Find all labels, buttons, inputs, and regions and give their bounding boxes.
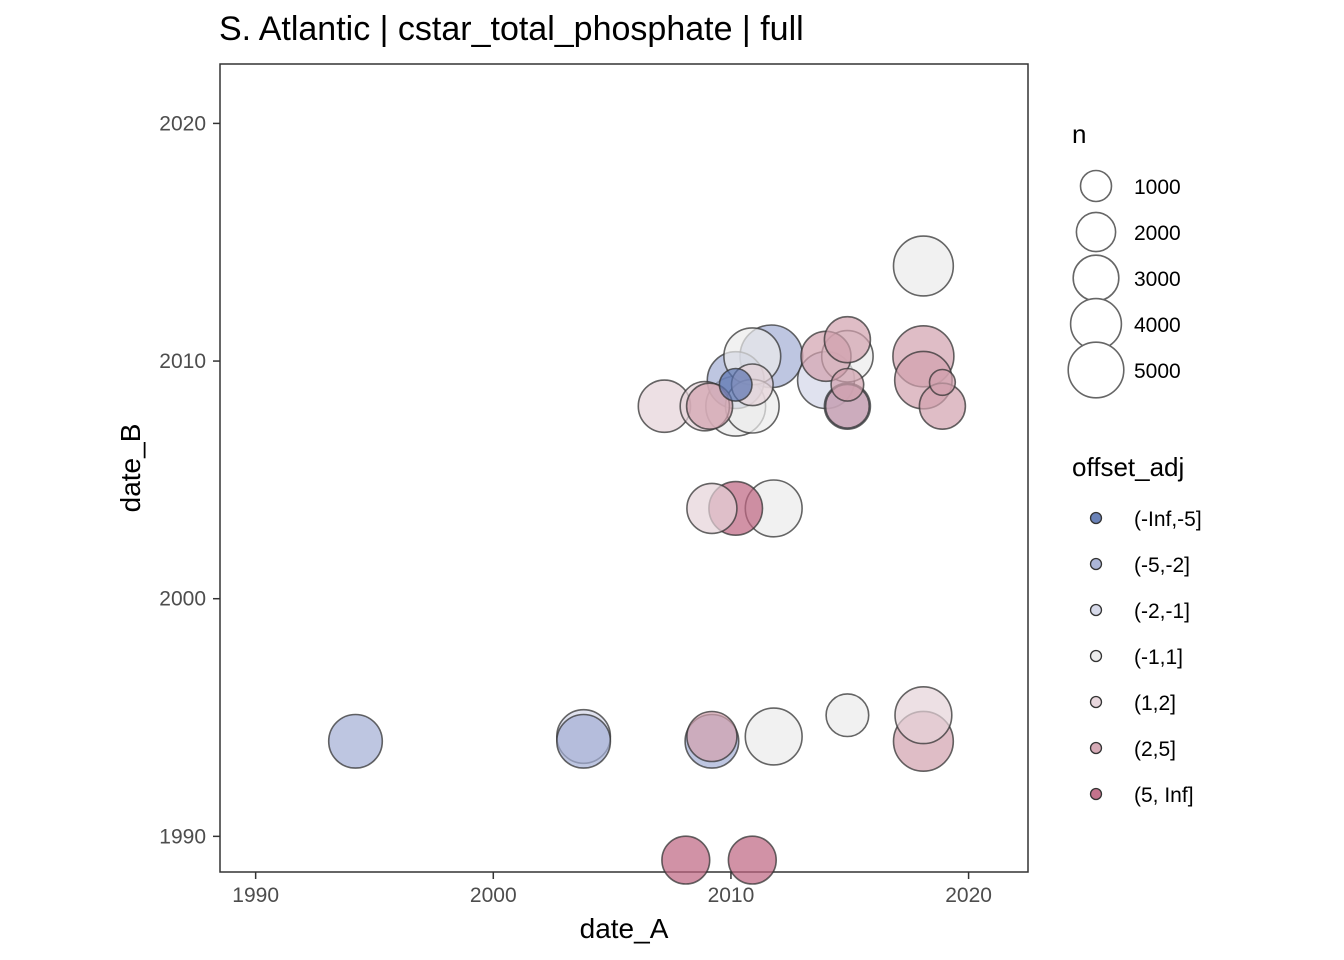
data-point xyxy=(686,482,738,535)
x-tick-label: 2000 xyxy=(470,884,517,907)
y-tick-label: 2000 xyxy=(159,588,206,611)
y-axis-title: date_B xyxy=(115,424,146,513)
y-tick-label: 2010 xyxy=(159,350,206,373)
color-legend-key xyxy=(1089,511,1103,525)
data-point xyxy=(555,713,612,769)
color-legend-title: offset_adj xyxy=(1072,452,1184,482)
data-point xyxy=(744,707,803,766)
data-point xyxy=(718,367,753,402)
color-legend-label: (-5,-2] xyxy=(1134,554,1190,577)
chart-title: S. Atlantic | cstar_total_phosphate | fu… xyxy=(219,10,804,48)
data-point xyxy=(928,368,957,397)
color-legend-label: (1,2] xyxy=(1134,692,1176,715)
x-tick-label: 2010 xyxy=(708,884,755,907)
color-legend-key xyxy=(1089,557,1103,571)
x-tick-label: 2020 xyxy=(945,884,992,907)
size-legend-key xyxy=(1079,169,1113,203)
color-legend-label: (-Inf,-5] xyxy=(1134,508,1202,531)
data-point xyxy=(892,235,955,297)
size-legend-label: 5000 xyxy=(1134,360,1181,383)
data-point xyxy=(686,710,738,763)
y-tick-label: 1990 xyxy=(159,825,206,848)
color-legend: offset_adj (-Inf,-5] (-5,-2] (-2,-1] (-1,1]… xyxy=(1072,452,1202,807)
color-legend-label: (-1,1] xyxy=(1134,646,1183,669)
color-legend-key xyxy=(1089,649,1103,663)
size-legend-label: 2000 xyxy=(1134,222,1181,245)
size-legend: n 1000 2000 3000 4000 5000 xyxy=(1067,119,1181,399)
data-point xyxy=(327,713,384,769)
data-point xyxy=(661,835,711,885)
data-point xyxy=(685,382,734,431)
x-axis-title: date_A xyxy=(580,913,669,944)
data-points xyxy=(327,235,967,885)
color-legend-key xyxy=(1089,695,1103,709)
x-axis: 1990 2000 2010 2020 xyxy=(232,872,992,907)
color-legend-key xyxy=(1089,741,1103,755)
color-legend-label: (-2,-1] xyxy=(1134,600,1190,623)
size-legend-label: 1000 xyxy=(1134,176,1181,199)
y-axis: 1990 2000 2010 2020 xyxy=(159,112,220,848)
data-point xyxy=(830,367,865,402)
size-legend-title: n xyxy=(1072,119,1086,149)
data-point xyxy=(894,685,953,745)
size-legend-label: 4000 xyxy=(1134,314,1181,337)
color-legend-label: (5, Inf] xyxy=(1134,784,1194,807)
color-legend-key xyxy=(1089,603,1103,617)
color-legend-key xyxy=(1089,787,1103,801)
data-point xyxy=(825,693,870,738)
y-tick-label: 2020 xyxy=(159,112,206,135)
size-legend-key xyxy=(1072,254,1120,302)
data-point xyxy=(727,835,777,885)
color-legend-label: (2,5] xyxy=(1134,738,1176,761)
size-legend-key xyxy=(1075,211,1117,253)
data-point xyxy=(823,315,872,364)
x-tick-label: 1990 xyxy=(232,884,279,907)
size-legend-key xyxy=(1067,341,1125,399)
size-legend-label: 3000 xyxy=(1134,268,1181,291)
